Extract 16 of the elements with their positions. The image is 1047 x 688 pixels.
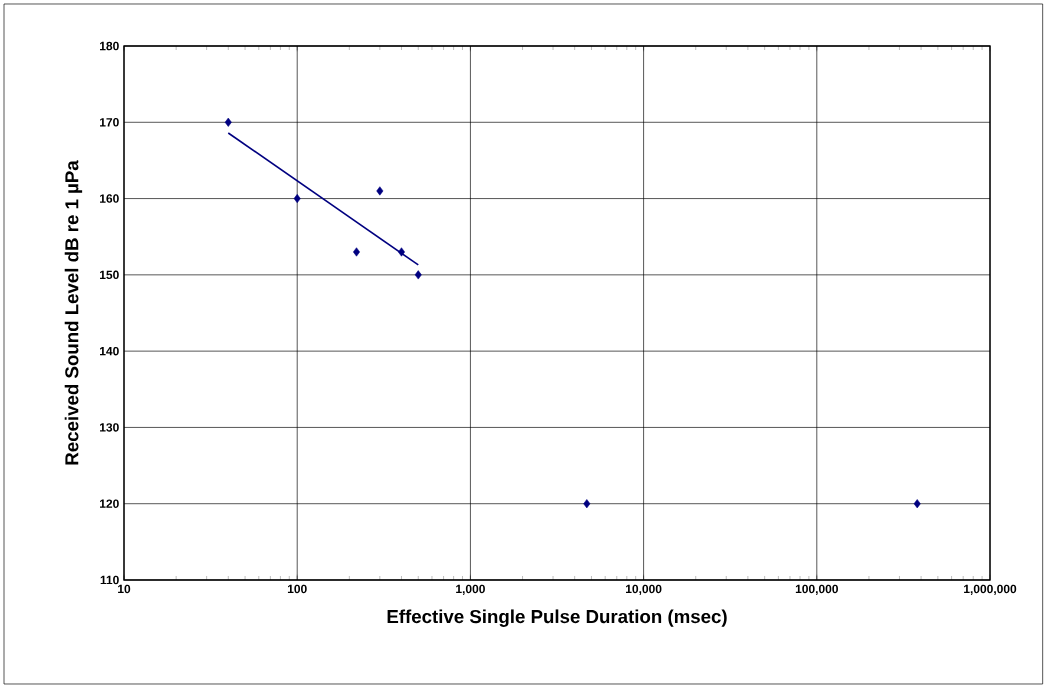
x-tick-label: 1,000: [456, 584, 485, 595]
y-axis-title: Received Sound Level dB re 1 µPa: [64, 160, 83, 465]
y-tick-label: 160: [100, 194, 119, 203]
y-tick-label: 170: [100, 118, 119, 127]
x-tick-label: 10,000: [626, 584, 662, 595]
x-tick-label: 100: [287, 584, 307, 594]
y-tick-label: 140: [100, 346, 119, 356]
y-tick-label: 150: [100, 270, 119, 280]
x-tick-label: 10: [118, 584, 131, 594]
y-tick-label: 180: [100, 41, 119, 51]
x-axis-title: Effective Single Pulse Duration (msec): [387, 609, 727, 627]
x-tick-label: 1,000,000: [964, 584, 1017, 595]
x-tick-label: 100,000: [795, 584, 838, 595]
y-tick-label: 120: [100, 499, 119, 508]
y-tick-label: 110: [100, 575, 119, 585]
y-tick-label: 130: [100, 423, 119, 432]
